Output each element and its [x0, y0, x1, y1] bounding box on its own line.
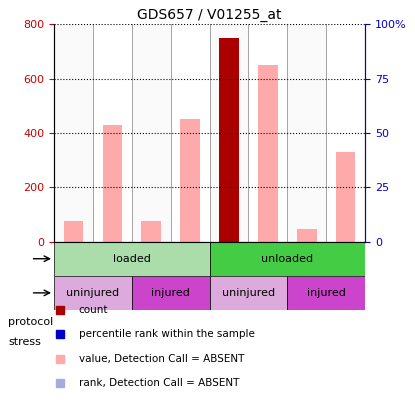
Bar — [287, 24, 326, 242]
Text: rank, Detection Call = ABSENT: rank, Detection Call = ABSENT — [79, 378, 239, 388]
Bar — [210, 242, 365, 276]
Bar — [54, 242, 210, 276]
Text: loaded: loaded — [113, 254, 151, 264]
Bar — [63, 221, 83, 242]
Text: injured: injured — [151, 288, 190, 298]
Bar — [103, 125, 122, 242]
Bar — [219, 38, 239, 242]
Text: percentile rank within the sample: percentile rank within the sample — [79, 329, 255, 339]
Text: protocol: protocol — [8, 317, 54, 327]
Text: value, Detection Call = ABSENT: value, Detection Call = ABSENT — [79, 354, 244, 364]
Bar — [181, 119, 200, 242]
Bar — [132, 276, 210, 310]
Bar — [336, 152, 356, 242]
Text: unloaded: unloaded — [261, 254, 313, 264]
Bar — [54, 276, 132, 310]
Bar — [287, 276, 365, 310]
Text: uninjured: uninjured — [222, 288, 275, 298]
Text: injured: injured — [307, 288, 346, 298]
Text: uninjured: uninjured — [66, 288, 120, 298]
Bar — [54, 24, 93, 242]
Bar — [142, 221, 161, 242]
Text: count: count — [79, 305, 108, 315]
Bar — [258, 65, 278, 242]
Bar — [210, 24, 249, 242]
Bar — [297, 229, 317, 242]
Title: GDS657 / V01255_at: GDS657 / V01255_at — [137, 8, 282, 22]
Text: stress: stress — [8, 337, 41, 347]
Bar — [132, 24, 171, 242]
Bar — [210, 276, 287, 310]
